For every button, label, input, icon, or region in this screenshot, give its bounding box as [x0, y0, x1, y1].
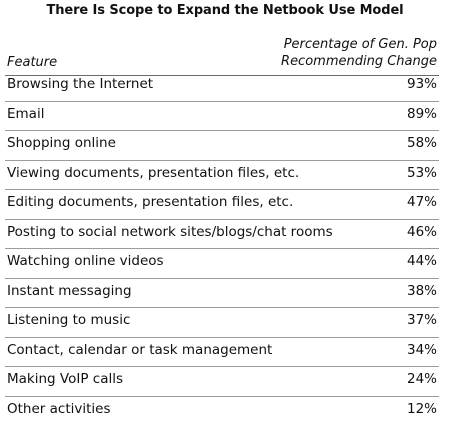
row-feature-label: Shopping online	[7, 134, 116, 152]
table-row: Editing documents, presentation files, e…	[0, 190, 450, 220]
row-feature-label: Watching online videos	[7, 252, 164, 270]
row-feature-label: Posting to social network sites/blogs/ch…	[7, 223, 333, 241]
table-row: Other activities 12%	[0, 397, 450, 426]
table-header: Feature Percentage of Gen. Pop Recommend…	[0, 36, 450, 72]
row-feature-label: Browsing the Internet	[7, 75, 153, 93]
row-percentage-value: 44%	[407, 252, 437, 270]
column-header-feature: Feature	[7, 54, 57, 72]
column-header-percentage: Percentage of Gen. Pop Recommending Chan…	[281, 36, 437, 70]
row-feature-label: Contact, calendar or task management	[7, 341, 272, 359]
row-percentage-value: 47%	[407, 193, 437, 211]
row-percentage-value: 38%	[407, 282, 437, 300]
row-percentage-value: 46%	[407, 223, 437, 241]
table-row: Watching online videos 44%	[0, 249, 450, 279]
column-header-percentage-line1: Percentage of Gen. Pop	[281, 36, 437, 53]
table-row: Listening to music 37%	[0, 308, 450, 338]
row-percentage-value: 24%	[407, 370, 437, 388]
row-percentage-value: 34%	[407, 341, 437, 359]
row-percentage-value: 37%	[407, 311, 437, 329]
row-feature-label: Instant messaging	[7, 282, 132, 300]
column-header-percentage-line2: Recommending Change	[281, 53, 437, 70]
row-percentage-value: 93%	[407, 75, 437, 93]
table-row: Browsing the Internet 93%	[0, 72, 450, 102]
table-row: Shopping online 58%	[0, 131, 450, 161]
row-feature-label: Listening to music	[7, 311, 130, 329]
table-row: Posting to social network sites/blogs/ch…	[0, 220, 450, 250]
row-percentage-value: 12%	[407, 400, 437, 418]
table-row: Making VoIP calls 24%	[0, 367, 450, 397]
table-row: Contact, calendar or task management 34%	[0, 338, 450, 368]
row-percentage-value: 53%	[407, 164, 437, 182]
row-feature-label: Editing documents, presentation files, e…	[7, 193, 293, 211]
row-feature-label: Viewing documents, presentation files, e…	[7, 164, 299, 182]
row-feature-label: Other activities	[7, 400, 111, 418]
table-title: There Is Scope to Expand the Netbook Use…	[0, 2, 450, 20]
row-feature-label: Making VoIP calls	[7, 370, 123, 388]
table-row: Viewing documents, presentation files, e…	[0, 161, 450, 191]
table-row: Instant messaging 38%	[0, 279, 450, 309]
table-row: Email 89%	[0, 102, 450, 132]
row-feature-label: Email	[7, 105, 44, 123]
row-percentage-value: 89%	[407, 105, 437, 123]
row-percentage-value: 58%	[407, 134, 437, 152]
